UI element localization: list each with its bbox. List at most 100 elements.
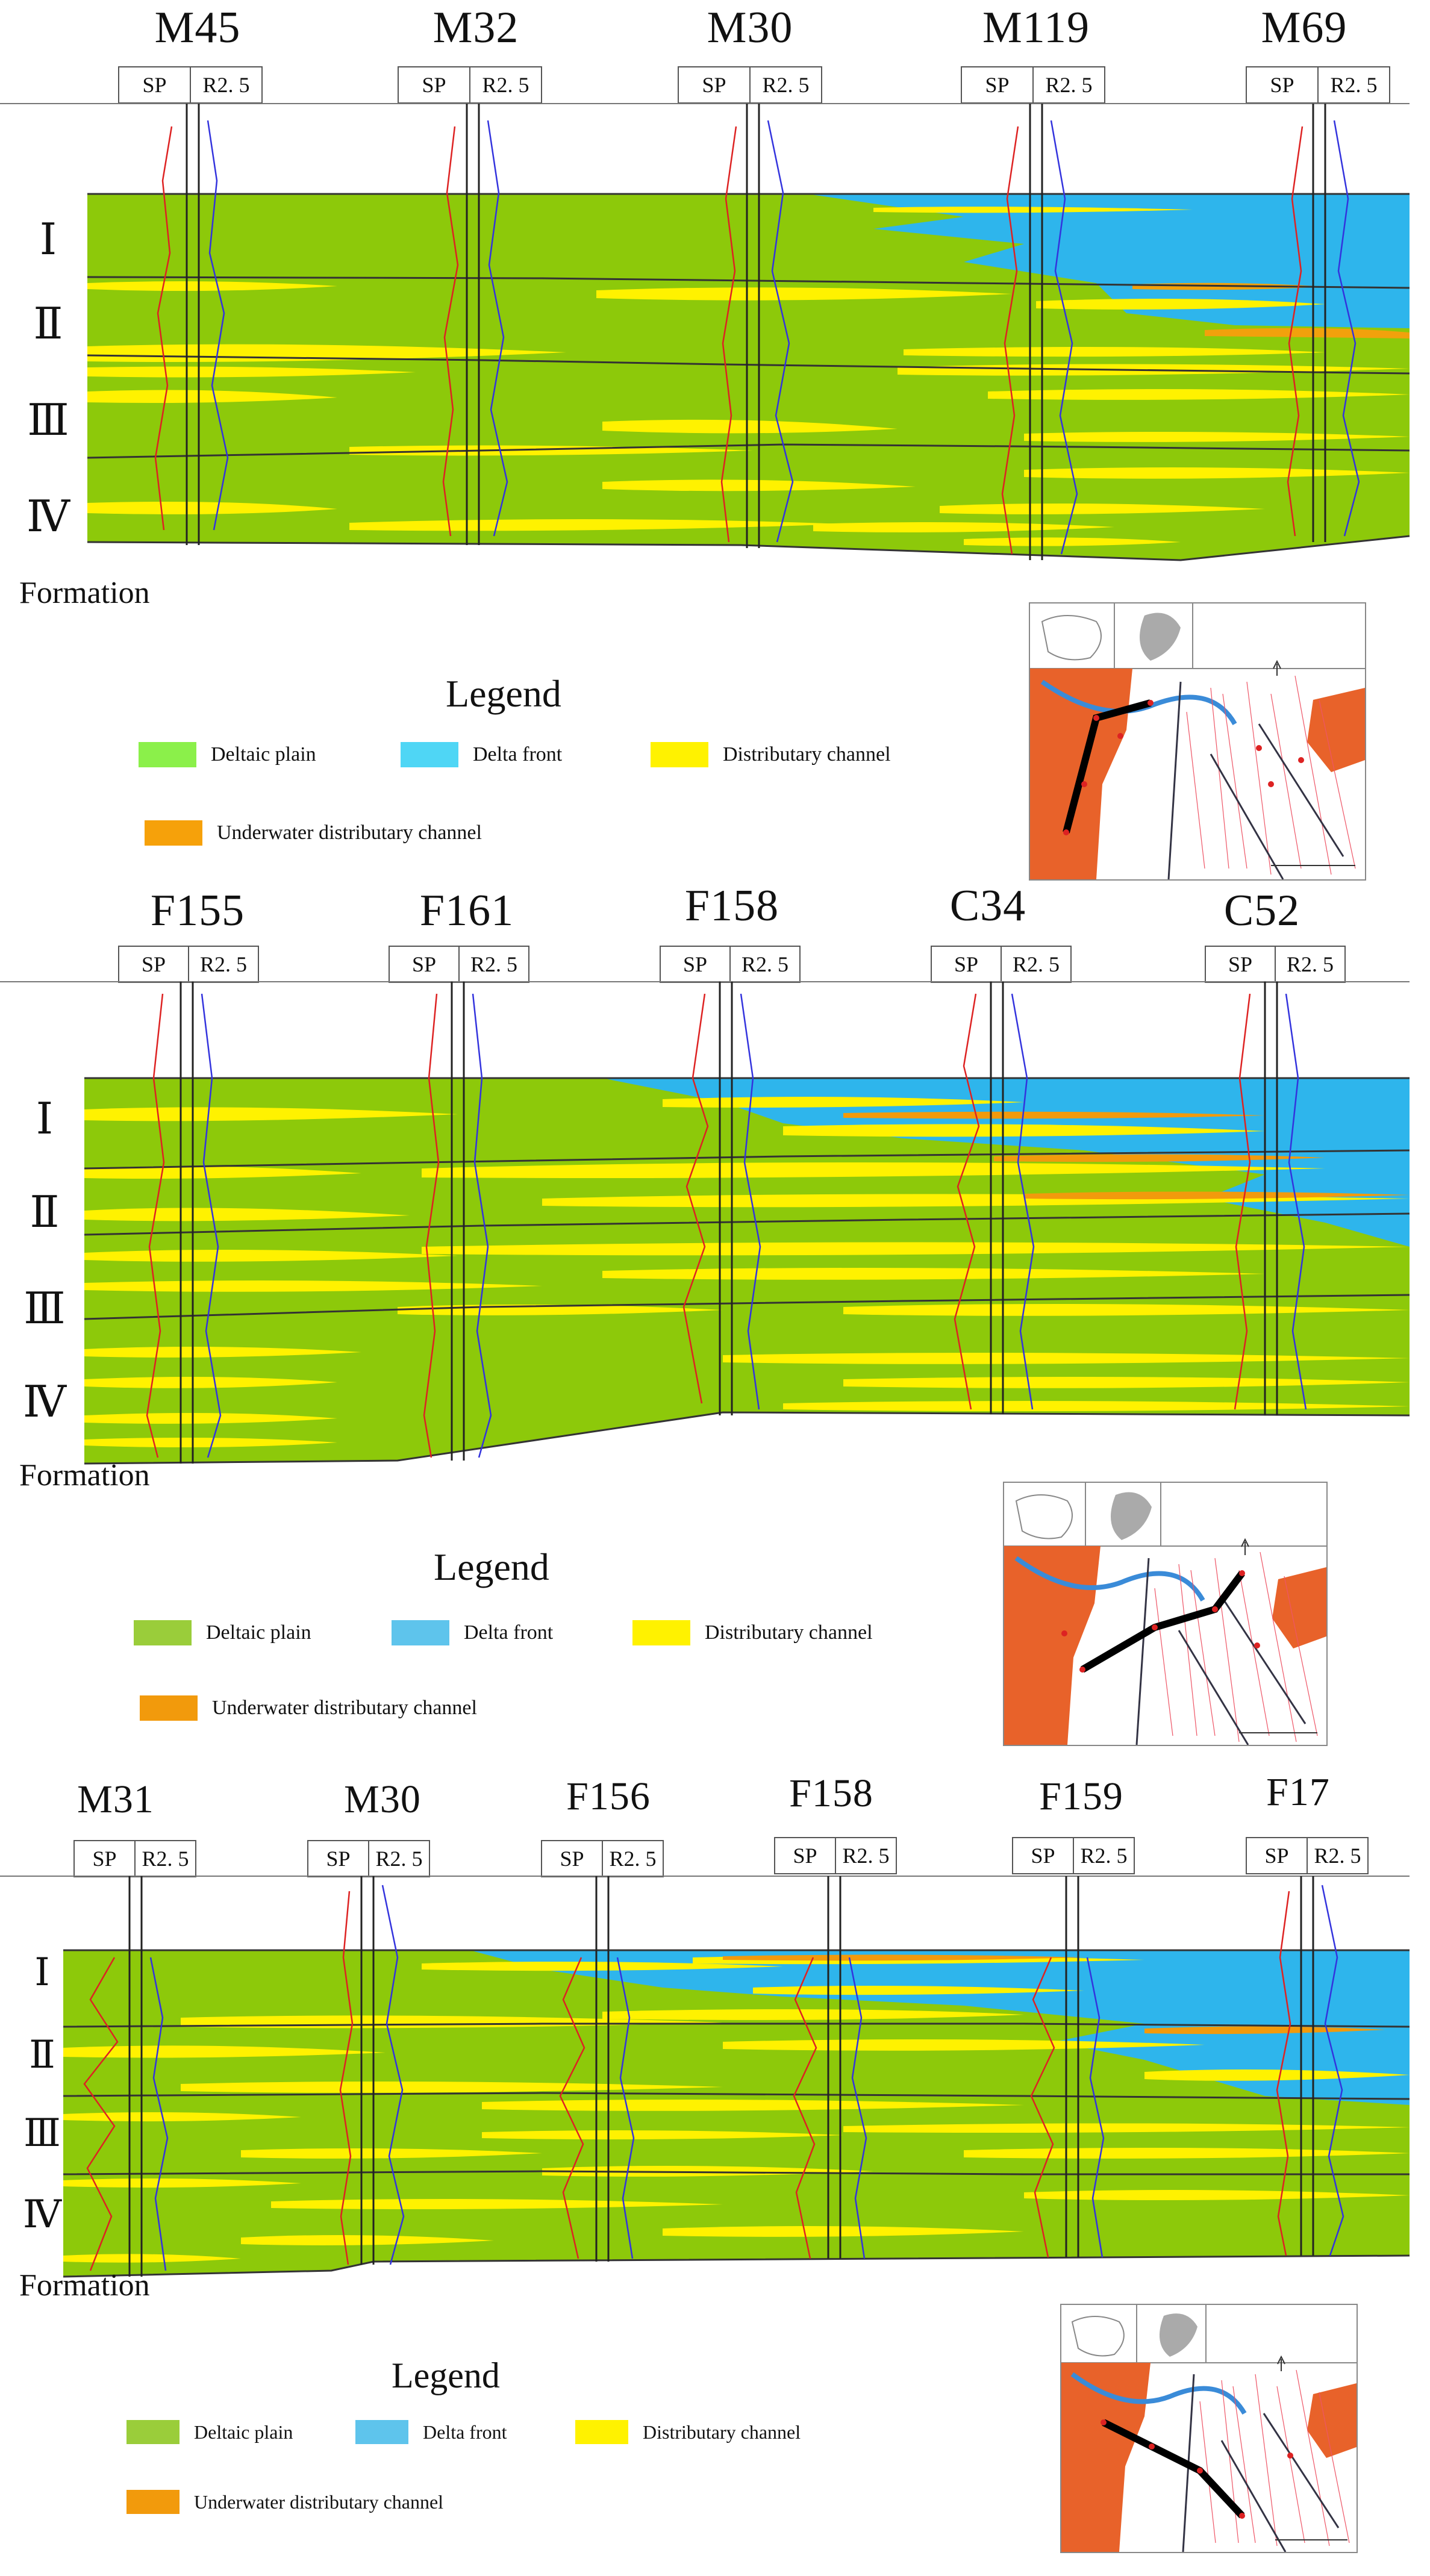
well-name-m119: M119 bbox=[982, 3, 1090, 52]
legend-label: Underwater distributary channel bbox=[194, 2490, 444, 2513]
r25-label: R2. 5 bbox=[1080, 1844, 1128, 1868]
formation-label-2: Ⅱ bbox=[30, 1188, 60, 1237]
log-header-f158: SP R2. 5 bbox=[774, 1837, 897, 1874]
r25-label: R2. 5 bbox=[375, 1847, 423, 1871]
r25-label: R2. 5 bbox=[762, 73, 810, 97]
log-header-m69: SP R2. 5 bbox=[1246, 66, 1390, 104]
legend-deltaic-plain: Deltaic plain bbox=[134, 1620, 311, 1645]
well-name-f161: F161 bbox=[419, 886, 514, 935]
legend-title: Legend bbox=[434, 1545, 549, 1588]
log-header-f156: SP R2. 5 bbox=[541, 1840, 664, 1877]
legend-title: Legend bbox=[446, 672, 561, 715]
sp-label: SP bbox=[1013, 1838, 1074, 1873]
r25-label: R2. 5 bbox=[1045, 73, 1093, 97]
log-header-m45: SP R2. 5 bbox=[118, 66, 263, 104]
legend-label: Distributary channel bbox=[643, 2421, 801, 2443]
r25-label: R2. 5 bbox=[202, 73, 250, 97]
formation-label-2: Ⅱ bbox=[33, 300, 63, 348]
formation-label-3: Ⅲ bbox=[27, 396, 69, 444]
log-header-m30: SP R2. 5 bbox=[678, 66, 822, 104]
formation-label-3: Ⅲ bbox=[23, 2112, 61, 2154]
formation-label-1: Ⅰ bbox=[34, 1951, 50, 1994]
location-map-3 bbox=[1060, 2304, 1358, 2553]
r25-label: R2. 5 bbox=[609, 1847, 657, 1871]
legend-underwater-channel: Underwater distributary channel bbox=[126, 2490, 443, 2514]
cross-section-panel-1: M45 M32 M30 M119 M69 SP R2. 5 SP R2. 5 SP R… bbox=[0, 0, 1430, 885]
legend-swatch bbox=[355, 2420, 408, 2444]
cross-section-2-svg bbox=[0, 981, 1410, 1465]
sp-label: SP bbox=[399, 67, 470, 102]
log-header-f17: SP R2. 5 bbox=[1246, 1837, 1369, 1874]
log-header-f155: SP R2. 5 bbox=[118, 946, 259, 983]
location-map-2-svg bbox=[1004, 1483, 1326, 1745]
legend-swatch bbox=[126, 2420, 180, 2444]
legend-swatch bbox=[145, 820, 202, 846]
sp-label: SP bbox=[75, 1841, 136, 1876]
legend-label: Distributary channel bbox=[723, 743, 891, 766]
r25-label: R2. 5 bbox=[741, 952, 788, 976]
legend-underwater-channel: Underwater distributary channel bbox=[145, 820, 482, 846]
well-name-m30: M30 bbox=[707, 3, 793, 52]
formation-label-1: Ⅰ bbox=[36, 1095, 54, 1143]
cross-section-3-svg bbox=[0, 1876, 1410, 2278]
legend-distributary-channel: Distributary channel bbox=[575, 2420, 801, 2444]
location-map-1-svg bbox=[1030, 603, 1365, 879]
well-name-c52: C52 bbox=[1223, 886, 1300, 935]
well-name-f158: F158 bbox=[789, 1771, 873, 1815]
legend-swatch bbox=[401, 742, 458, 767]
r25-label: R2. 5 bbox=[1012, 952, 1060, 976]
formation-caption: Formation bbox=[19, 2268, 150, 2303]
sp-label: SP bbox=[1247, 1838, 1308, 1873]
formation-caption: Formation bbox=[19, 576, 150, 610]
log-header-c52: SP R2. 5 bbox=[1205, 946, 1346, 983]
sp-label: SP bbox=[1247, 67, 1319, 102]
cross-section-panel-3: M31 M30 F156 F158 F159 F17 SP R2. 5 SP R2.… bbox=[0, 1759, 1430, 2576]
r25-label: R2. 5 bbox=[142, 1847, 189, 1871]
formation-label-4: Ⅳ bbox=[27, 493, 70, 541]
log-header-f159: SP R2. 5 bbox=[1012, 1837, 1135, 1874]
well-name-m32: M32 bbox=[432, 3, 519, 52]
well-name-f158: F158 bbox=[684, 881, 779, 931]
cross-section-1-svg bbox=[0, 103, 1410, 561]
sp-label: SP bbox=[119, 947, 189, 982]
legend-swatch bbox=[140, 1695, 198, 1721]
log-header-f161: SP R2. 5 bbox=[389, 946, 529, 983]
legend-label: Delta front bbox=[423, 2421, 507, 2443]
sp-label: SP bbox=[1206, 947, 1276, 982]
sp-label: SP bbox=[542, 1841, 603, 1876]
r25-label: R2. 5 bbox=[1314, 1844, 1361, 1868]
legend-label: Deltaic plain bbox=[194, 2421, 293, 2443]
legend-label: Delta front bbox=[473, 743, 563, 766]
formation-boundaries bbox=[87, 193, 1410, 561]
legend-delta-front: Delta front bbox=[355, 2420, 507, 2444]
legend-distributary-channel: Distributary channel bbox=[632, 1620, 873, 1645]
sp-label: SP bbox=[661, 947, 731, 982]
formation-label-4: Ⅳ bbox=[23, 1378, 66, 1426]
delta-front-body bbox=[807, 194, 1410, 328]
legend-distributary-channel: Distributary channel bbox=[651, 742, 891, 767]
legend-swatch bbox=[575, 2420, 628, 2444]
well-name-m69: M69 bbox=[1261, 3, 1347, 52]
log-header-m119: SP R2. 5 bbox=[961, 66, 1105, 104]
legend-swatch bbox=[139, 742, 196, 767]
cross-section-panel-2: F155 F161 F158 C34 C52 SP R2. 5 SP R2. 5 S… bbox=[0, 881, 1430, 1759]
well-name-m45: M45 bbox=[154, 3, 241, 52]
formation-label-4: Ⅳ bbox=[23, 2193, 61, 2236]
formation-label-1: Ⅰ bbox=[39, 216, 57, 264]
legend-delta-front: Delta front bbox=[392, 1620, 553, 1645]
legend-underwater-channel: Underwater distributary channel bbox=[140, 1695, 477, 1721]
legend-swatch bbox=[392, 1620, 449, 1645]
sp-label: SP bbox=[390, 947, 460, 982]
legend-label: Delta front bbox=[464, 1621, 554, 1644]
formation-label-2: Ⅱ bbox=[29, 2033, 55, 2076]
sp-label: SP bbox=[775, 1838, 836, 1873]
r25-label: R2. 5 bbox=[199, 952, 247, 976]
well-name-f159: F159 bbox=[1039, 1774, 1123, 1818]
well-name-m31: M31 bbox=[77, 1777, 154, 1821]
r25-label: R2. 5 bbox=[1286, 952, 1334, 976]
legend-label: Underwater distributary channel bbox=[212, 1697, 477, 1719]
log-header-m32: SP R2. 5 bbox=[398, 66, 542, 104]
legend-swatch bbox=[651, 742, 708, 767]
location-map-1 bbox=[1029, 602, 1366, 881]
well-columns bbox=[186, 104, 1326, 560]
